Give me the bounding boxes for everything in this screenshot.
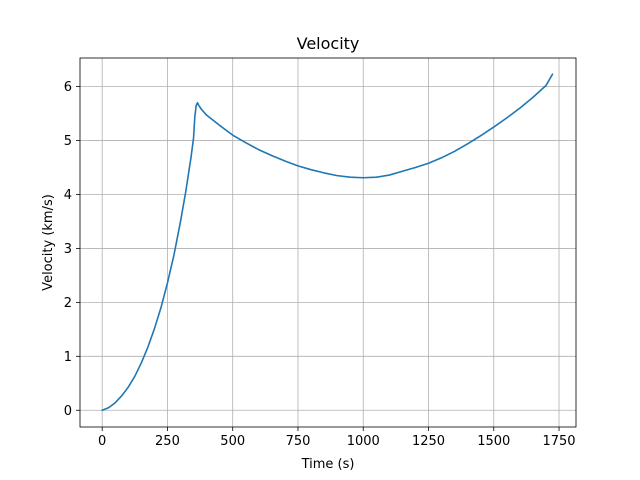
y-tick-label: 1: [64, 350, 72, 365]
y-tick-label: 3: [64, 242, 72, 257]
chart-title: Velocity: [297, 34, 360, 53]
x-tick-label: 1750: [542, 434, 575, 449]
x-tick-label: 250: [155, 434, 180, 449]
x-axis-label: Time (s): [301, 457, 355, 472]
y-tick-label: 5: [64, 134, 72, 149]
x-tick-label: 500: [220, 434, 245, 449]
plot-frame: [79, 57, 577, 428]
y-axis-label: Velocity (km/s): [41, 194, 56, 291]
x-tick-label: 1250: [412, 434, 445, 449]
x-tick-label: 1500: [477, 434, 510, 449]
y-tick-label: 6: [64, 80, 72, 95]
series-line-0: [101, 73, 554, 412]
y-tick-label: 4: [64, 188, 72, 203]
axis-ticks: 0 250 500 750 1000 1250 1500 1750 0 1 2 3 4 5 6: [64, 80, 576, 449]
x-tick-label: 1000: [347, 434, 380, 449]
y-tick-label: 0: [64, 404, 72, 419]
x-tick-label: 750: [286, 434, 311, 449]
x-tick-label: 0: [98, 434, 106, 449]
series-group: [101, 73, 554, 412]
y-tick-label: 2: [64, 296, 72, 311]
